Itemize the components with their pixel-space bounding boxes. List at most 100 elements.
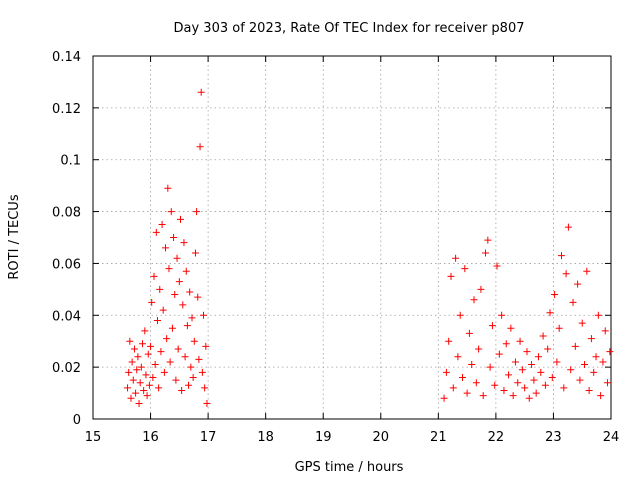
data-point (604, 379, 612, 387)
data-point (518, 366, 526, 374)
data-point (128, 358, 136, 366)
data-point (571, 342, 579, 350)
data-points (124, 88, 614, 407)
data-point (159, 306, 167, 314)
data-point (186, 288, 194, 296)
data-point (200, 311, 208, 319)
data-point (150, 272, 158, 280)
y-tick-label: 0.04 (52, 309, 81, 324)
data-point (544, 345, 552, 353)
data-point (194, 293, 202, 301)
x-tick-label: 17 (200, 430, 217, 445)
data-point (523, 348, 531, 356)
y-axis-label: ROTI / TECUs (7, 194, 22, 279)
data-point (173, 254, 181, 262)
data-point (592, 353, 600, 361)
grid-lines (93, 56, 611, 419)
data-point (585, 386, 593, 394)
data-point (197, 88, 205, 96)
x-tick-label: 24 (603, 430, 620, 445)
data-point (528, 361, 536, 369)
x-tick-label: 16 (142, 430, 159, 445)
x-tick-label: 22 (488, 430, 505, 445)
y-tick-label: 0.1 (60, 154, 81, 169)
data-point (158, 221, 166, 229)
data-point (488, 322, 496, 330)
data-point (183, 322, 191, 330)
data-point (477, 285, 485, 293)
data-point (516, 337, 524, 345)
y-tick-label: 0 (73, 413, 81, 428)
data-point (590, 368, 598, 376)
data-point (179, 301, 187, 309)
data-point (601, 327, 609, 335)
data-point (147, 342, 155, 350)
data-point (479, 392, 487, 400)
data-point (140, 386, 148, 394)
data-point (151, 361, 159, 369)
data-point (124, 384, 132, 392)
data-point (442, 368, 450, 376)
data-point (514, 379, 522, 387)
data-point (174, 345, 182, 353)
data-point (153, 316, 161, 324)
data-point (185, 381, 193, 389)
x-tick-label: 21 (430, 430, 447, 445)
data-point (569, 298, 577, 306)
data-point (142, 371, 150, 379)
data-point (188, 314, 196, 322)
axis-tick-labels: 15 16 17 18 19 20 21 22 23 24 0 0.02 0.04 0.06 0.08 0.1… (52, 50, 619, 445)
data-point (597, 392, 605, 400)
x-tick-label: 19 (315, 430, 332, 445)
data-point (168, 324, 176, 332)
plot-frame (92, 55, 612, 420)
data-point (164, 184, 172, 192)
data-point (532, 389, 540, 397)
y-tick-label: 0.12 (52, 102, 81, 117)
data-point (548, 374, 556, 382)
y-tick-label: 0.14 (52, 50, 81, 65)
data-point (560, 384, 568, 392)
data-point (594, 311, 602, 319)
data-point (170, 234, 178, 241)
x-axis-label: GPS time / hours (295, 460, 404, 475)
data-point (181, 353, 189, 361)
x-tick-label: 15 (85, 430, 102, 445)
data-point (521, 384, 529, 392)
data-point (558, 252, 566, 260)
data-point (137, 363, 145, 371)
data-point (166, 358, 174, 366)
data-point (525, 394, 533, 402)
data-point (195, 355, 203, 363)
data-point (162, 244, 170, 252)
data-point (551, 291, 559, 299)
data-point (564, 223, 572, 231)
data-point (507, 324, 515, 332)
data-point (129, 376, 137, 384)
data-point (511, 358, 519, 366)
data-point (182, 267, 190, 275)
data-point (180, 239, 188, 247)
data-point (189, 374, 197, 382)
data-point (578, 319, 586, 327)
data-point (505, 371, 513, 379)
data-point (449, 384, 457, 392)
data-point (555, 324, 563, 332)
data-point (482, 249, 490, 257)
data-point (576, 376, 584, 384)
data-point (470, 296, 478, 304)
data-point (163, 335, 171, 343)
data-point (454, 353, 462, 361)
data-point (461, 265, 469, 273)
data-point (201, 384, 209, 392)
data-point (509, 392, 517, 400)
data-point (447, 272, 455, 280)
data-point (203, 399, 211, 407)
data-point (126, 337, 134, 345)
data-point (136, 379, 144, 387)
data-point (537, 368, 545, 376)
data-point (167, 208, 175, 216)
axis-ticks (92, 55, 612, 420)
data-point (606, 348, 614, 356)
